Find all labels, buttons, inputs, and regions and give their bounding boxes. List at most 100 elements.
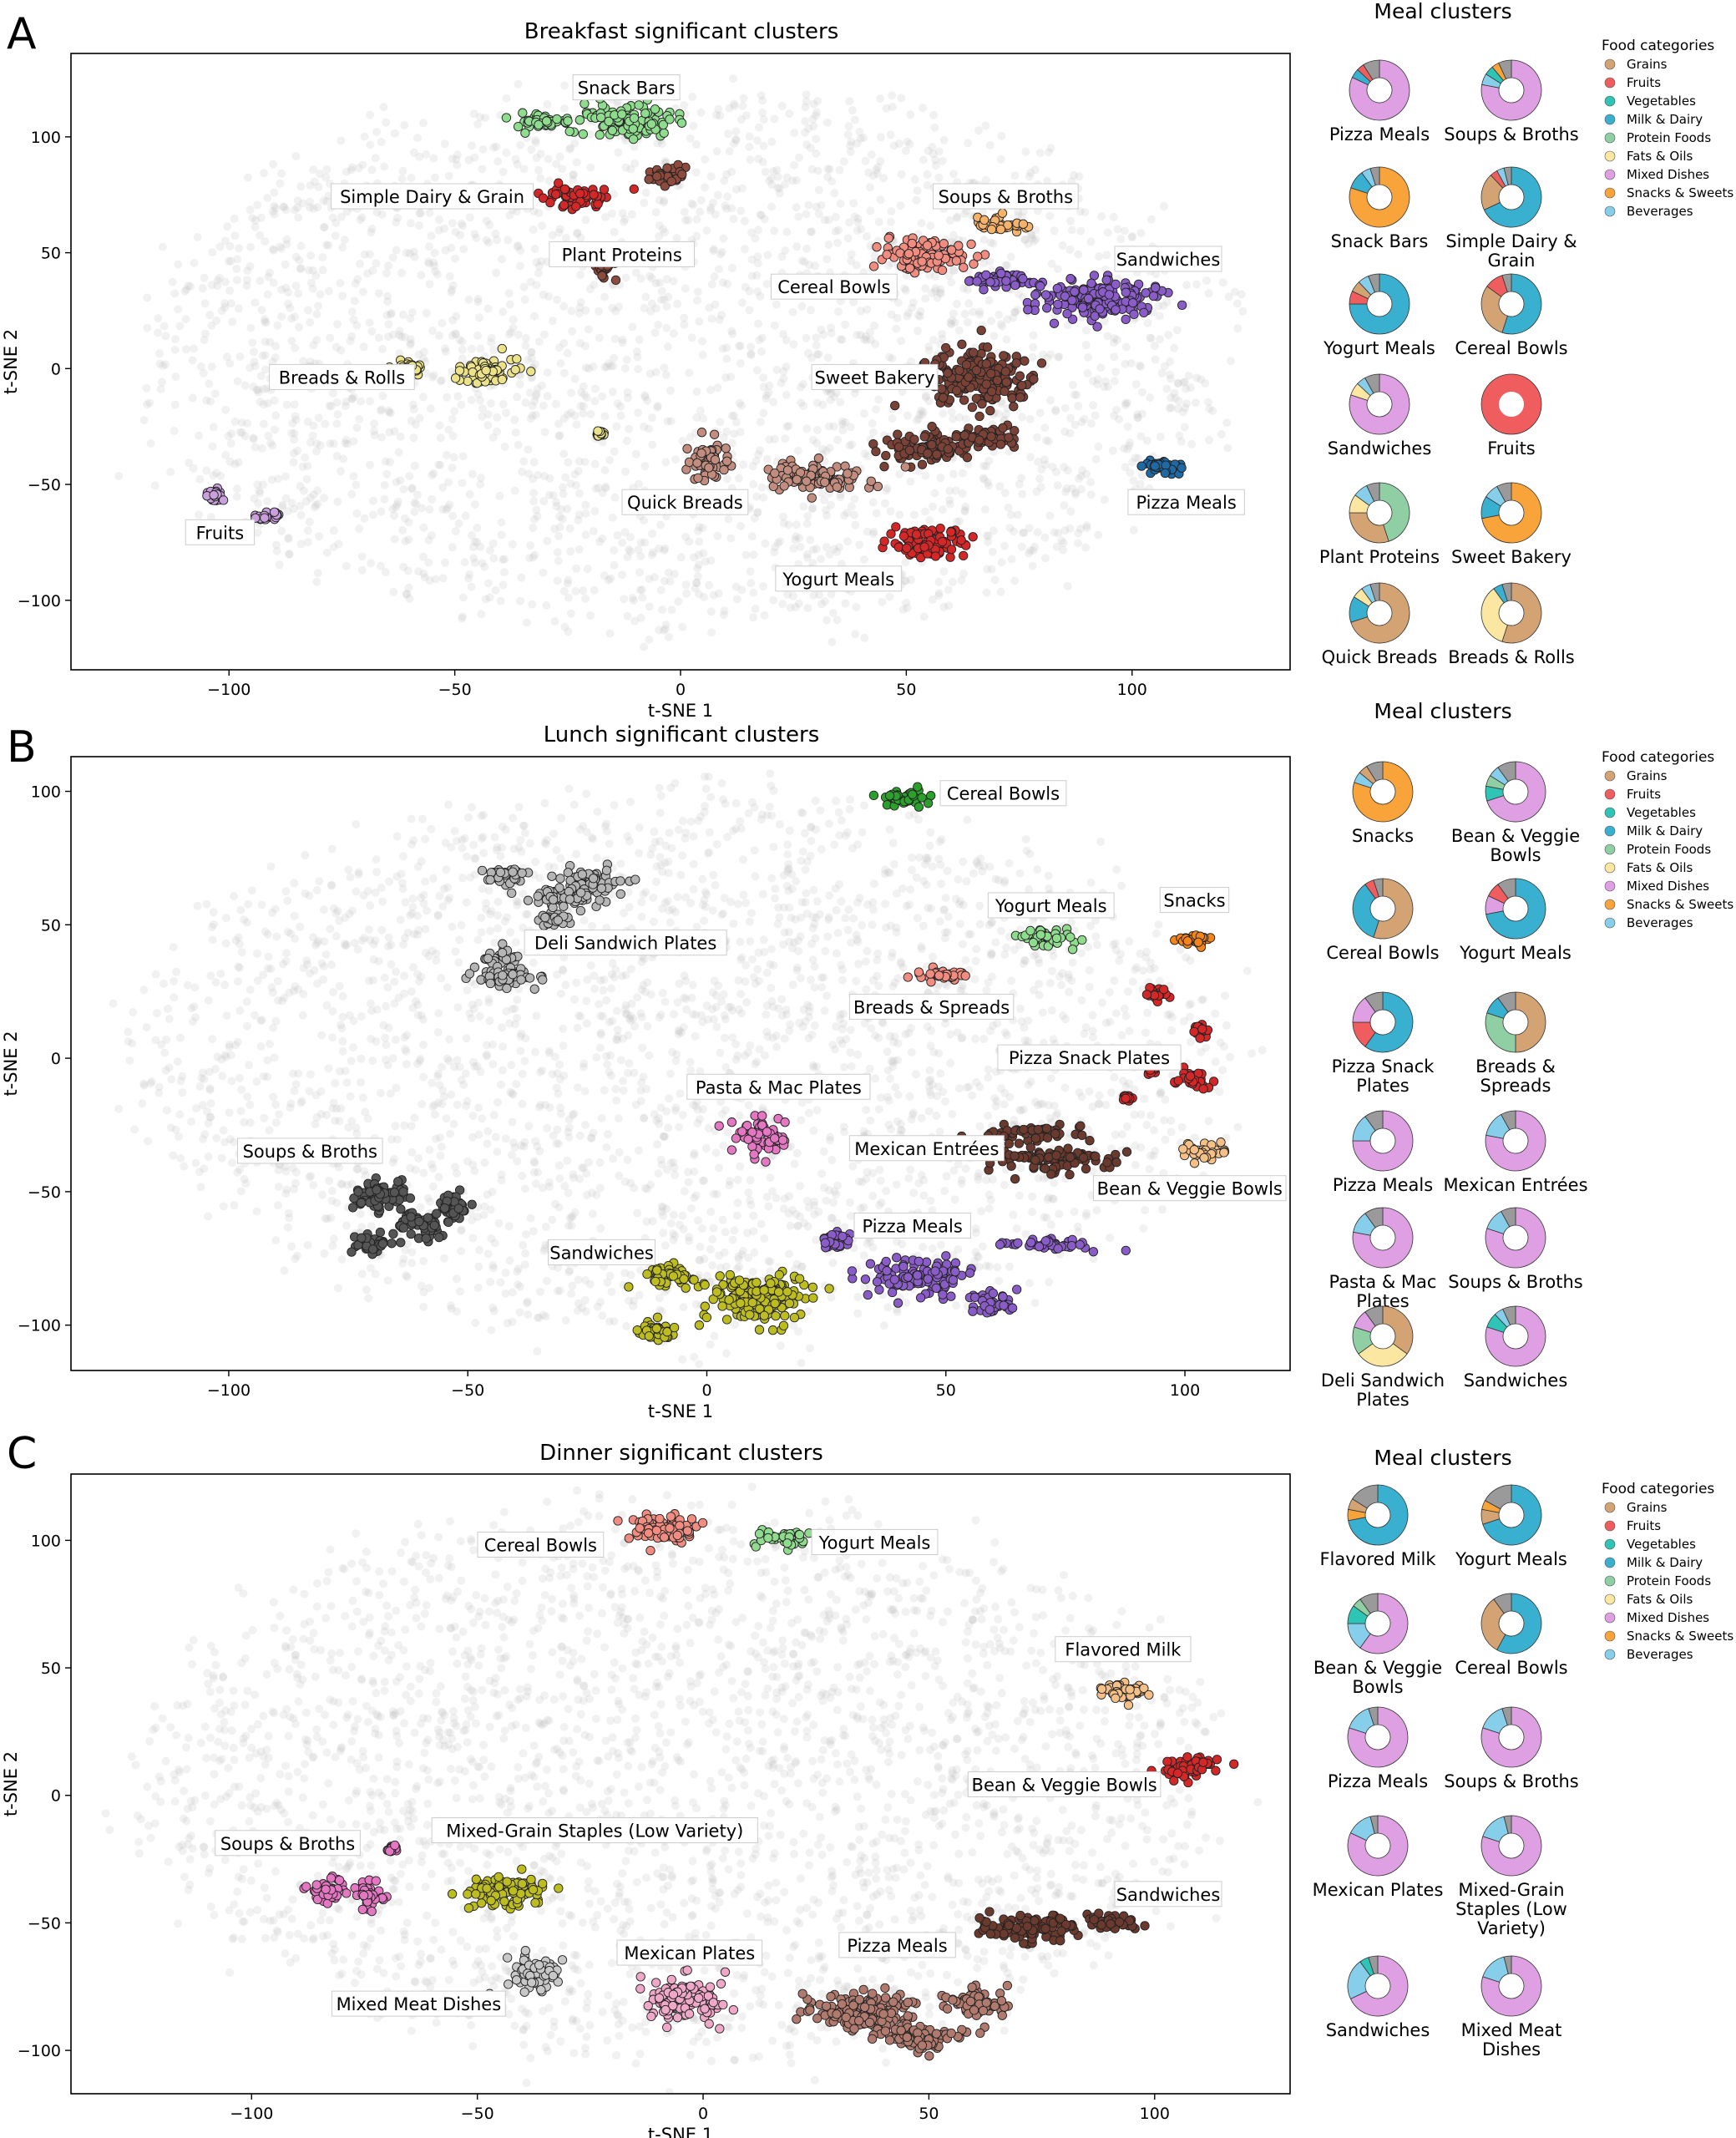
background-point [827,1293,836,1302]
background-point [660,363,669,372]
background-point [306,181,315,190]
background-point [524,469,534,479]
background-point [537,381,546,390]
background-point [680,313,689,322]
background-point [964,459,973,469]
background-point [527,347,536,357]
background-point [1050,528,1059,537]
background-point [792,1148,802,1158]
background-point [698,337,706,346]
background-point [1141,1206,1150,1214]
background-point [959,570,969,578]
background-point [216,472,225,480]
background-point [794,212,803,221]
background-point [600,292,609,301]
background-point [824,422,833,431]
background-point [681,215,690,225]
background-point [979,461,989,470]
donut-label-line: Quick Breads [1322,647,1438,667]
background-point [916,307,925,316]
legend-swatch [1604,58,1616,70]
background-point [342,167,351,176]
background-point [499,555,508,565]
cluster-point [919,542,929,552]
background-point [322,165,332,174]
background-point [478,404,487,413]
background-point [707,314,716,323]
background-point [532,389,541,398]
background-point [1040,554,1050,563]
cluster-point [974,411,984,422]
background-point [391,1036,400,1044]
background-point [307,278,316,287]
background-point [406,335,415,344]
background-point [632,347,641,357]
background-point [305,1173,314,1182]
background-point [346,1092,355,1101]
background-point [1146,1111,1155,1120]
background-point [342,1221,351,1230]
background-point [402,1060,411,1069]
background-point [987,565,996,574]
background-point [198,284,207,293]
background-point [296,922,305,931]
background-point [656,520,666,529]
background-point [284,534,293,544]
background-point [550,1052,559,1061]
background-point [1082,524,1091,533]
cluster-label-text: Plant Proteins [562,245,682,265]
background-point [471,558,479,567]
cluster-point [961,360,972,370]
donut-label: Breads & Rolls [1448,647,1574,667]
cluster-point [893,542,903,552]
cluster-label: Simple Dairy & Grain [331,183,534,210]
background-point [440,224,448,233]
background-point [628,322,637,332]
cluster-point [721,456,732,466]
background-point [444,425,453,434]
background-point [1076,949,1086,958]
background-point [1131,1161,1140,1169]
background-point [1013,305,1022,314]
background-point [633,1208,642,1218]
background-point [1086,478,1096,487]
background-point [1173,378,1182,388]
background-point [581,306,590,315]
background-point [802,90,811,99]
background-point [1054,529,1063,538]
background-point [251,222,260,231]
background-point [333,320,342,329]
background-point [767,174,776,183]
background-point [230,417,240,426]
background-point [580,458,590,467]
cluster-point [1001,377,1011,388]
background-point [352,509,362,518]
background-point [453,160,462,170]
cluster-point [640,109,650,119]
background-point [783,590,792,599]
background-point [274,474,283,484]
background-point [356,215,365,225]
background-point [380,494,389,504]
background-point [429,371,438,380]
background-point [1237,290,1246,299]
background-point [268,357,277,367]
background-point [812,108,821,117]
background-point [234,458,243,467]
background-point [636,613,645,622]
background-point [606,362,615,371]
cluster-point [964,372,974,383]
background-point [989,526,998,535]
background-point [619,1077,627,1086]
background-point [443,478,453,487]
background-point [174,305,183,314]
background-point [434,225,443,235]
background-point [478,1114,487,1123]
background-point [312,439,321,448]
background-point [924,904,933,913]
background-point [439,1254,448,1263]
background-point [841,599,850,608]
background-point [436,433,445,443]
background-point [489,1111,499,1120]
cluster-point [1161,460,1171,470]
